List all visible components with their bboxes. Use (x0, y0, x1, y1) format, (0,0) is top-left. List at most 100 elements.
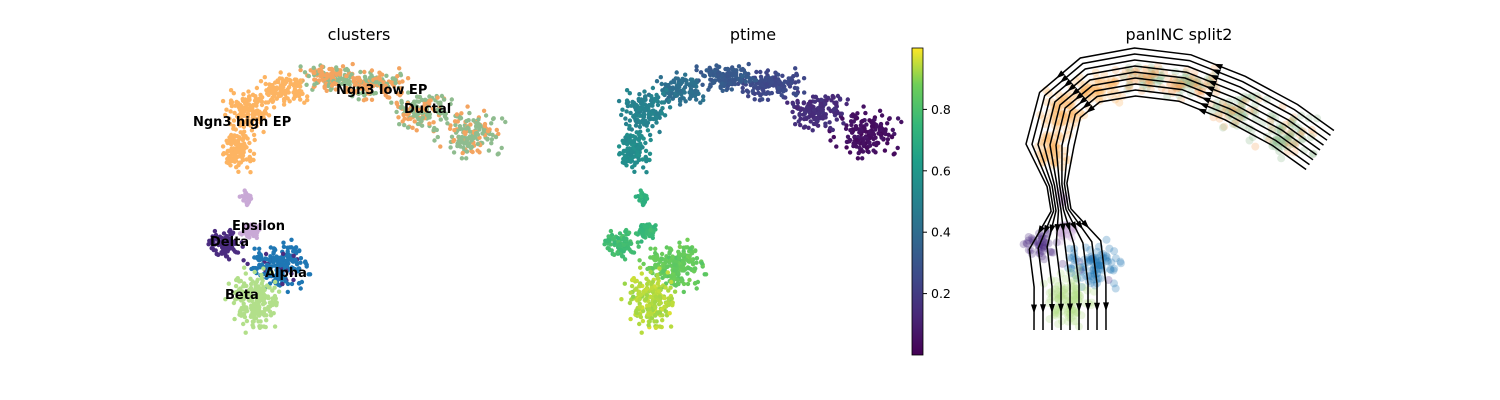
cluster-point (259, 102, 265, 108)
ptime-point (639, 271, 644, 276)
stream-point (1094, 261, 1102, 270)
cluster-point (281, 240, 286, 245)
ptime-point (659, 100, 664, 105)
stream-point (1054, 96, 1063, 105)
ptime-point (645, 281, 650, 287)
cluster-point (435, 134, 440, 140)
ptime-point (621, 242, 627, 248)
cluster-point (216, 252, 221, 257)
cluster-point (243, 101, 248, 106)
ptime-point (656, 289, 662, 294)
ptime-point (642, 89, 647, 94)
cluster-point (225, 156, 230, 162)
ptime-point (855, 111, 860, 116)
ptime-point (849, 122, 854, 128)
ptime-point (633, 102, 639, 108)
ptime-point (666, 302, 671, 308)
ptime-point (740, 73, 745, 79)
ptime-point (631, 294, 636, 299)
ptime-point (837, 111, 843, 116)
cluster-point (252, 228, 257, 233)
stream-arrow (1207, 80, 1217, 87)
cluster-point (221, 243, 226, 248)
stream-arrow (1199, 103, 1209, 110)
ptime-point (626, 230, 632, 235)
stream-arrow (1085, 303, 1091, 312)
ptime-point (702, 73, 707, 79)
cluster-point (332, 81, 337, 86)
stream-point (1061, 285, 1070, 294)
stream-point (1071, 317, 1080, 326)
ptime-point (685, 281, 691, 287)
ptime-point (694, 286, 699, 291)
ptime-point (644, 159, 649, 164)
stream-point (1069, 305, 1078, 314)
cluster-point (239, 145, 245, 151)
ptime-point (764, 82, 769, 87)
stream-point (1110, 264, 1119, 273)
cluster-point (361, 98, 367, 103)
ptime-point (625, 146, 630, 151)
cluster-point (323, 73, 328, 78)
stream-point (1233, 113, 1242, 122)
ptime-point (752, 97, 757, 102)
stream-point (1106, 266, 1115, 274)
streamline (1055, 77, 1317, 330)
cluster-point (294, 262, 300, 267)
cluster-point (467, 129, 473, 134)
stream-point (1173, 83, 1182, 92)
ptime-point (798, 116, 803, 121)
stream-arrow (1049, 224, 1056, 234)
cluster-point (272, 263, 278, 268)
stream-point (1086, 256, 1095, 265)
cluster-point (365, 88, 370, 94)
ptime-point (783, 88, 788, 93)
ptime-point (667, 246, 673, 251)
ptime-point (628, 153, 633, 158)
ptime-point (648, 228, 653, 233)
cluster-point (278, 88, 283, 93)
stream-arrow (1044, 224, 1051, 235)
stream-arrow (1205, 86, 1215, 93)
cluster-point (417, 121, 422, 127)
cluster-point (475, 132, 481, 137)
cluster-point (279, 76, 284, 81)
cluster-point (273, 296, 278, 301)
cluster-point (261, 324, 267, 329)
stream-point (1028, 235, 1037, 244)
cluster-point (452, 128, 457, 133)
ptime-point (899, 119, 904, 125)
cluster-point (224, 151, 229, 156)
stream-point (1278, 136, 1287, 144)
stream-point (1172, 78, 1181, 86)
cluster-point (485, 129, 491, 134)
stream-point (1061, 295, 1069, 303)
stream-point (1095, 256, 1104, 265)
ptime-point (841, 121, 846, 126)
ptime-point (655, 102, 661, 108)
cluster-point (312, 70, 317, 76)
cluster-point (270, 302, 275, 308)
cluster-point (416, 116, 421, 122)
cluster-point (412, 119, 417, 124)
ptime-point (876, 131, 881, 136)
cluster-point (241, 198, 246, 203)
stream-point (1075, 294, 1084, 303)
ptime-point (707, 65, 712, 71)
ptime-point (637, 198, 642, 203)
streamline (1025, 47, 1335, 331)
ptime-point (667, 105, 673, 110)
cluster-point (236, 169, 241, 174)
cluster-point (243, 97, 248, 102)
cluster-point (266, 295, 271, 301)
cluster-point (250, 322, 255, 328)
ptime-point (656, 95, 661, 100)
cluster-point (396, 115, 401, 120)
stream-arrow (1031, 304, 1037, 314)
ptime-point (666, 98, 672, 104)
ptime-point (641, 165, 646, 170)
ptime-point (748, 82, 753, 88)
stream-point (1069, 291, 1078, 300)
cluster-point (490, 132, 495, 137)
stream-point (1269, 137, 1278, 146)
